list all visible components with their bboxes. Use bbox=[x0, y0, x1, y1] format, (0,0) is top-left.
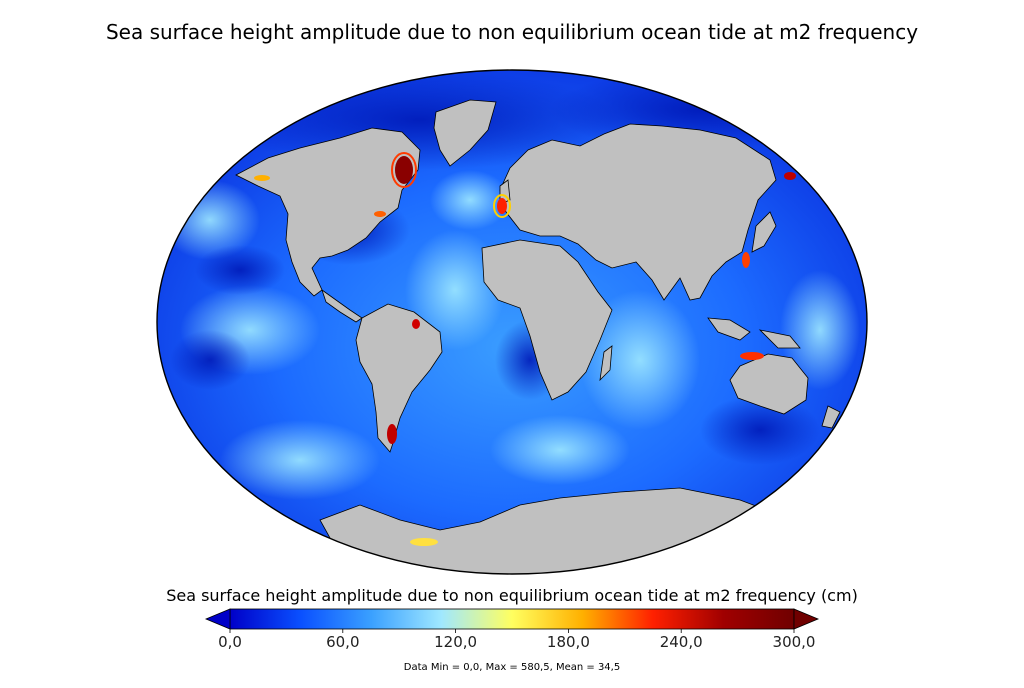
map-title: Sea surface height amplitude due to non … bbox=[105, 20, 919, 44]
colorbar-gradient bbox=[229, 608, 795, 630]
colorbar-tick-marks bbox=[229, 629, 795, 633]
colorbar-max-extend-arrow bbox=[793, 608, 820, 630]
colorbar bbox=[204, 608, 820, 633]
colorbar-tick-label: 60,0 bbox=[326, 633, 360, 651]
high-amplitude-hotspots bbox=[254, 152, 796, 546]
globe-outline bbox=[156, 69, 868, 575]
colorbar-tick-label: 240,0 bbox=[659, 633, 703, 651]
colorbar-min-extend-arrow bbox=[204, 608, 231, 630]
colorbar-title: Sea surface height amplitude due to non … bbox=[166, 586, 858, 605]
data-statistics: Data Min = 0,0, Max = 580,5, Mean = 34,5 bbox=[403, 662, 621, 673]
colorbar-tick-label: 300,0 bbox=[772, 633, 816, 651]
colorbar-tick-label: 0,0 bbox=[218, 633, 242, 651]
colorbar-tick-label: 120,0 bbox=[434, 633, 478, 651]
ocean-layer bbox=[157, 70, 867, 574]
colorbar-tick-label: 180,0 bbox=[546, 633, 590, 651]
